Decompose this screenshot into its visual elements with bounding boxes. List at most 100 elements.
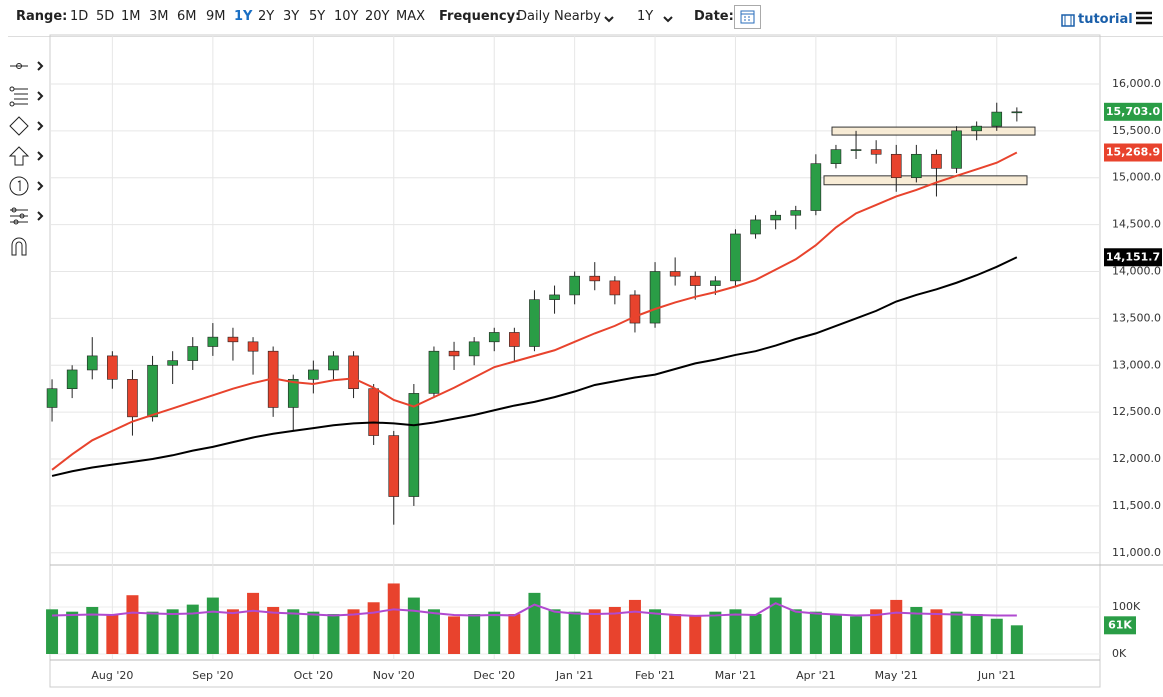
candle-body — [890, 153, 902, 179]
y-tick-label: 15,500.0 — [1112, 124, 1161, 137]
candle-body — [850, 149, 862, 151]
volume-bar — [206, 597, 219, 654]
x-tick-label: Sep '20 — [192, 669, 233, 682]
volume-bar — [910, 606, 923, 654]
candle-body — [167, 360, 178, 366]
range-button[interactable]: 5Y — [309, 9, 326, 24]
price-tag — [1104, 248, 1162, 267]
toolbar: Range: 1D 5D 1M 3M 6M 9M 1Y 2Y 3Y 5Y 10Y 20Y MAX Fre… — [0, 0, 1163, 34]
volume-average — [52, 602, 1017, 617]
candle-body — [147, 364, 158, 418]
y-tick-label: 13,500.0 — [1112, 311, 1161, 324]
tutorial-link[interactable]: tutorial — [1078, 12, 1133, 27]
chevron — [604, 16, 614, 23]
range-button[interactable]: 3M — [149, 9, 169, 24]
volume-bar — [186, 604, 199, 654]
plot-frame — [49, 34, 1101, 688]
candle-body — [669, 271, 681, 277]
x-tick-label: Dec '20 — [473, 669, 515, 682]
x-tick-label: Apr '21 — [796, 669, 836, 682]
measure-tool[interactable] — [10, 207, 44, 225]
candle-body — [529, 299, 540, 347]
volume-bar — [749, 614, 762, 654]
price-tag-label: 15,703.0 — [1106, 105, 1161, 118]
price-zone — [831, 126, 1036, 136]
frequency-label: Frequency: — [439, 9, 521, 24]
candle-body — [287, 379, 299, 408]
volume-bar — [1010, 625, 1023, 654]
calendar-button[interactable] — [734, 5, 761, 29]
volume-bar — [407, 597, 420, 654]
candle-body — [810, 163, 822, 211]
candle-body — [951, 130, 962, 169]
candle-body — [911, 153, 922, 179]
volume-bar — [427, 609, 440, 654]
range-button[interactable]: 3Y — [283, 9, 300, 24]
magnet-tool[interactable] — [11, 237, 27, 256]
candle-body — [328, 355, 339, 371]
volume-bar — [649, 609, 662, 654]
volume-bar — [46, 609, 59, 654]
candle-body — [207, 336, 219, 347]
y-tick-label: 13,000.0 — [1112, 358, 1161, 371]
volume-bar — [126, 595, 139, 654]
menu-button[interactable] — [1136, 11, 1152, 25]
moving-average — [51, 151, 1018, 471]
shape-tool[interactable] — [9, 116, 44, 136]
x-tick-label: May '21 — [875, 669, 918, 682]
arrow-tool[interactable] — [8, 146, 44, 166]
candle-body — [931, 153, 942, 169]
x-tick-label: Jan '21 — [555, 669, 593, 682]
candle-body — [629, 294, 641, 324]
volume-tick-label: 0K — [1112, 647, 1127, 660]
y-tick-label: 16,000.0 — [1112, 77, 1161, 90]
x-tick-label: Oct '20 — [294, 669, 334, 682]
volume-bar — [267, 606, 280, 654]
candle-body — [991, 111, 1003, 127]
y-tick-label: 14,000.0 — [1112, 264, 1161, 277]
volume-bar — [548, 609, 561, 654]
volume-bar — [367, 602, 380, 654]
range-button[interactable]: 10Y — [334, 9, 359, 24]
volume-bar — [166, 609, 179, 654]
candle-body — [348, 355, 359, 390]
range-button[interactable]: 20Y — [365, 9, 390, 24]
volume-bar — [106, 614, 119, 654]
y-tick-label: 12,500.0 — [1112, 405, 1161, 418]
volume-bar — [66, 611, 79, 654]
note-tool[interactable] — [9, 176, 44, 196]
candle-body — [488, 332, 500, 343]
period-select[interactable]: 1Y — [637, 9, 654, 24]
fib-tool[interactable] — [9, 86, 44, 107]
volume-bar — [387, 583, 400, 654]
range-button[interactable]: 2Y — [258, 9, 275, 24]
range-button[interactable]: 6M — [177, 9, 197, 24]
line-tool[interactable] — [10, 61, 44, 71]
volume-bar — [327, 614, 340, 654]
candle-body — [66, 369, 78, 390]
candle-body — [609, 280, 621, 296]
x-tick-label: Jun '21 — [977, 669, 1016, 682]
candle-body — [1011, 111, 1023, 114]
volume-bar — [608, 606, 621, 654]
divider — [8, 36, 1163, 37]
volume-bar — [709, 611, 722, 654]
range-button[interactable]: 1Y — [234, 9, 253, 24]
volume-bar — [970, 614, 983, 654]
range-button[interactable]: 1M — [121, 9, 141, 24]
frequency-select[interactable]: Daily Nearby — [517, 9, 602, 24]
volume-bar — [468, 614, 481, 654]
volume-bar — [769, 597, 782, 654]
candle-body — [569, 275, 580, 296]
candle-body — [730, 233, 741, 282]
candle-body — [649, 271, 661, 324]
volume-bar — [850, 616, 863, 654]
candle-body — [86, 355, 98, 371]
range-button[interactable]: 5D — [96, 9, 115, 24]
range-button[interactable]: 9M — [206, 9, 226, 24]
candle-body — [549, 294, 560, 300]
range-button[interactable]: 1D — [70, 9, 89, 24]
range-button[interactable]: MAX — [396, 9, 426, 24]
price-tag — [1104, 143, 1162, 162]
